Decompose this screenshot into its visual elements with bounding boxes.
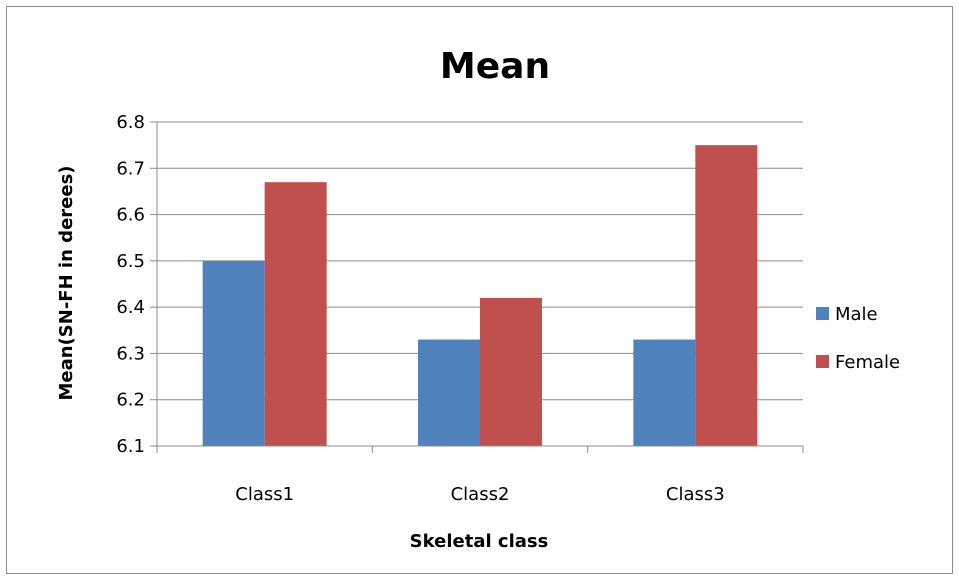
y-tick-label: 6.1 [116,436,145,457]
legend-label-male: Male [835,304,878,325]
x-tick-label: Class2 [451,484,510,505]
x-tick-label: Class3 [666,484,725,505]
axes [150,121,804,453]
x-tick-label: Class1 [235,484,294,505]
y-tick-label: 6.2 [116,390,145,411]
y-tick-labels: 6.1 6.2 6.3 6.4 6.5 6.6 6.7 6.8 [116,112,145,457]
y-tick-label: 6.5 [116,251,145,272]
y-tick-label: 6.3 [116,343,145,364]
legend: Male Female [816,304,900,373]
bar-male-class1 [202,260,265,446]
chart-frame [6,6,953,574]
legend-swatch-female [816,355,829,368]
y-tick-label: 6.8 [116,112,145,133]
bar-male-class3 [633,339,696,446]
bar-female-class2 [480,297,542,446]
y-tick-label: 6.6 [116,205,145,226]
bar-male-class2 [418,339,480,446]
x-axis-title: Skeletal class [410,531,549,552]
y-tick-label: 6.7 [116,158,145,179]
y-tick-label: 6.4 [116,297,145,318]
legend-swatch-male [816,307,829,320]
bar-female-class1 [264,182,327,446]
bars [202,145,758,446]
chart-title: Mean [440,46,550,87]
legend-label-female: Female [835,352,900,373]
y-axis-title: Mean(SN-FH in derees) [56,165,77,400]
bar-female-class3 [695,145,758,446]
x-tick-labels: Class1 Class2 Class3 [235,484,724,505]
